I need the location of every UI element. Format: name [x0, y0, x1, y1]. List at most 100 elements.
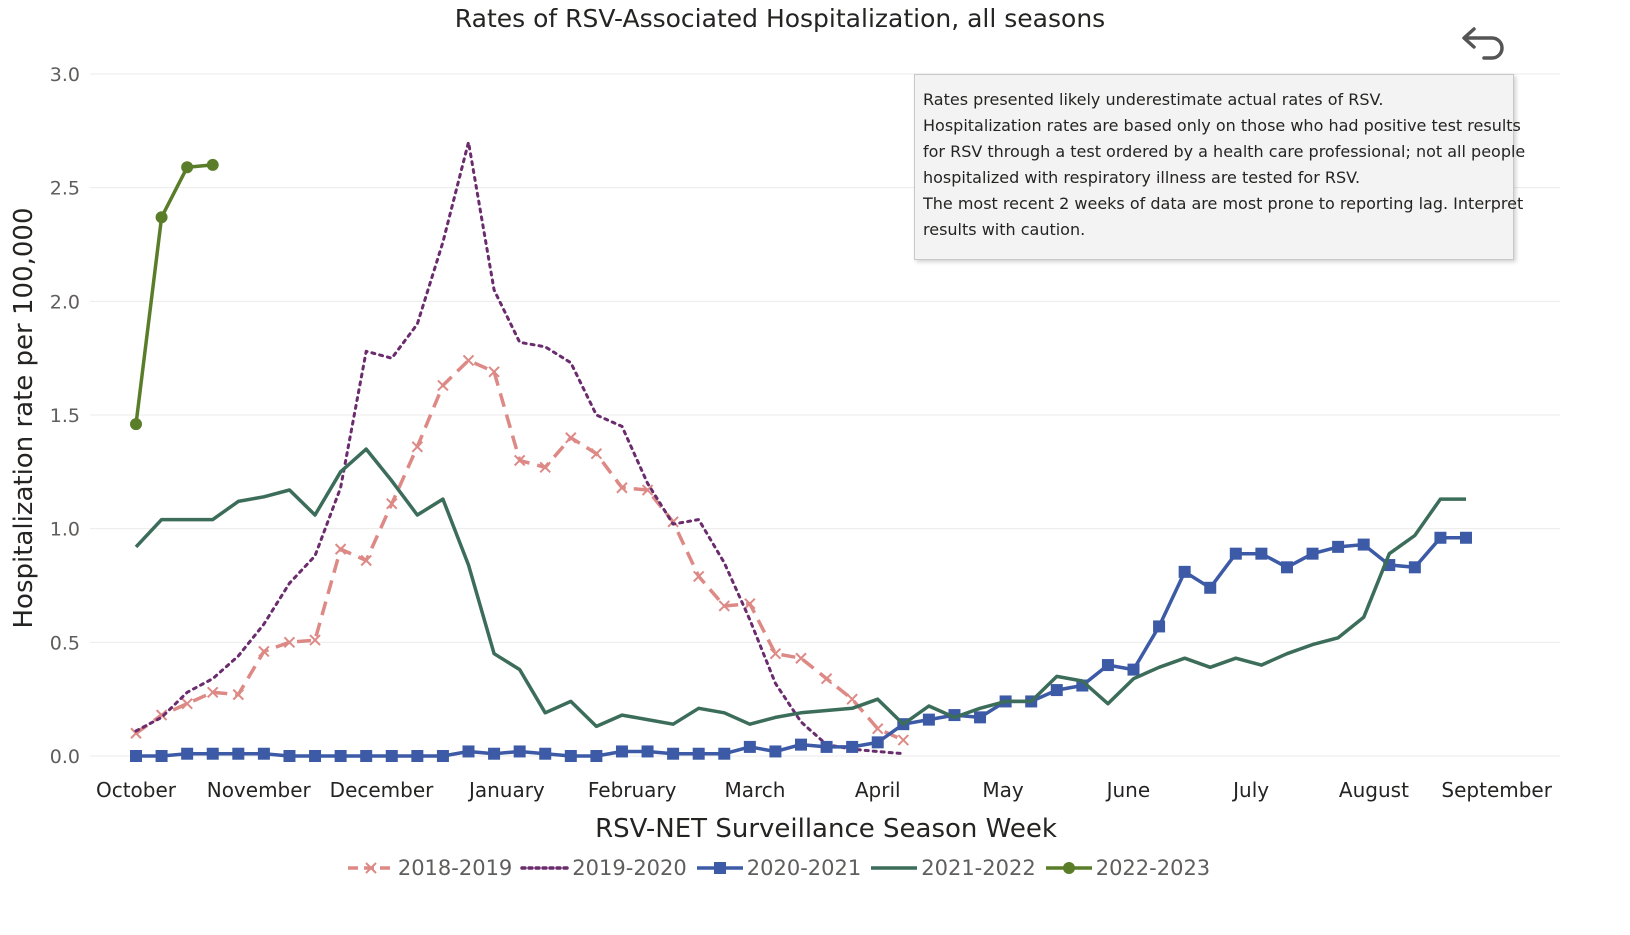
series-2020-2021-point	[181, 747, 194, 760]
series-2020-2021-point	[539, 747, 552, 760]
note-line: The most recent 2 weeks of data are most…	[923, 194, 1524, 213]
series-2018-2019-point	[207, 686, 219, 699]
series-2020-2021-point	[974, 711, 987, 724]
x-tick-label: March	[724, 778, 785, 802]
x-tick-label: May	[982, 778, 1024, 802]
series-2020-2021-point	[922, 713, 935, 726]
series-2018-2019-point	[181, 698, 193, 710]
series-2022-2023-point	[181, 161, 194, 174]
series-2020-2021-point	[1229, 547, 1242, 560]
series-2020-2021-point	[206, 747, 219, 760]
x-tick-label: July	[1231, 778, 1269, 802]
undo-button[interactable]	[1452, 20, 1508, 76]
y-tick-label: 1.0	[50, 519, 80, 541]
x-tick-label: December	[330, 778, 434, 802]
x-tick-label: January	[467, 778, 545, 802]
series-2020-2021-point	[1101, 659, 1114, 672]
legend-label: 2019-2020	[572, 856, 687, 880]
series-2020-2021-point	[462, 745, 475, 758]
series-2022-2023-point	[206, 158, 219, 171]
series-2020-2021-point	[436, 750, 449, 762]
series-2018-2019-line	[134, 358, 905, 742]
series-2021-2022-line	[134, 447, 1466, 729]
series-2020-2021-point	[411, 750, 424, 762]
series-2018-2019-point	[616, 482, 628, 494]
series-2020-2021-point	[309, 750, 322, 762]
y-tick-label: 2.5	[50, 178, 80, 200]
legend: 2018-2019 2019-2020 2020-2021 2021-2022 2022…	[0, 850, 1560, 886]
series-2018-2019-point	[565, 432, 577, 444]
series-2018-2019-point	[897, 734, 910, 746]
legend-swatch	[520, 866, 571, 870]
legend-label: 2022-2023	[1095, 856, 1211, 880]
y-tick-label: 0.0	[50, 746, 80, 768]
y-axis-title: Hospitalization rate per 100,000	[9, 207, 39, 628]
series-2020-2021-point	[360, 750, 373, 762]
y-tick-label: 3.0	[50, 64, 80, 86]
series-2020-2021-point	[692, 747, 705, 760]
series-2020-2021-point	[871, 736, 884, 749]
series-2018-2019-point	[360, 554, 372, 567]
series-2020-2021-point	[564, 750, 577, 762]
legend-swatch	[1045, 862, 1092, 874]
series-2020-2021-point	[283, 750, 296, 762]
legend-item[interactable]: 2022-2023	[1042, 856, 1210, 880]
series-2018-2019-point	[590, 447, 603, 460]
series-2018-2019-point	[820, 672, 833, 685]
legend-item[interactable]: 2020-2021	[693, 856, 861, 880]
gridlines	[90, 73, 1560, 757]
series-2020-2021-point	[513, 745, 526, 758]
series-2020-2021-point	[232, 747, 245, 760]
series-2018-2019-point	[744, 597, 756, 610]
x-tick-label: September	[1441, 778, 1552, 802]
series-2020-2021	[130, 531, 1472, 762]
series-lines	[130, 140, 1472, 762]
legend-point	[1062, 862, 1075, 874]
series-2020-2021-point	[334, 750, 347, 762]
series-2020-2021-point	[1050, 684, 1063, 697]
legend-item[interactable]: 2019-2020	[518, 856, 687, 880]
series-2020-2021-point	[1153, 620, 1166, 633]
x-axis-ticks: October November December January February Ma…	[96, 778, 1553, 802]
x-tick-label: October	[96, 778, 177, 802]
series-2018-2019-point	[386, 497, 398, 510]
note-line: Rates presented likely underestimate act…	[923, 90, 1384, 109]
series-2018-2019-point	[283, 636, 296, 649]
series-2020-2021-point	[1332, 540, 1345, 553]
legend-item[interactable]: 2021-2022	[867, 856, 1036, 880]
legend-label: 2018-2019	[397, 856, 513, 880]
series-2022-2023-point	[155, 211, 168, 224]
series-2020-2021-point	[667, 747, 680, 760]
series-2018-2019-point	[769, 647, 782, 660]
series-2021-2022	[134, 447, 1466, 729]
series-2019-2020	[134, 140, 905, 756]
info-note: Rates presented likely underestimate act…	[914, 74, 1525, 260]
legend-swatch	[871, 866, 918, 870]
y-axis-ticks: 0.0 0.5 1.0 1.5 2.0 2.5 3.0	[50, 64, 80, 768]
y-tick-label: 0.5	[50, 632, 80, 654]
series-2022-2023-line	[134, 163, 213, 425]
legend-item[interactable]: 2018-2019	[344, 856, 512, 880]
series-2020-2021-point	[769, 745, 782, 758]
note-line: results with caution.	[923, 220, 1086, 239]
series-2020-2021-point	[130, 750, 142, 762]
series-2020-2021-point	[846, 740, 859, 753]
x-tick-label: November	[207, 778, 312, 802]
undo-arrow-icon	[1462, 27, 1504, 60]
legend-label: 2020-2021	[746, 856, 862, 880]
series-2020-2021-point	[743, 740, 756, 753]
y-tick-label: 2.0	[50, 291, 80, 313]
series-2018-2019-point	[411, 441, 424, 453]
series-2022-2023	[130, 158, 219, 431]
series-2018-2019-point	[692, 570, 705, 583]
note-line: Hospitalization rates are based only on …	[923, 116, 1521, 135]
series-2019-2020-line	[134, 140, 905, 756]
legend-swatch	[347, 862, 394, 874]
series-2020-2021-point	[1306, 547, 1319, 560]
series-2020-2021-point	[641, 745, 654, 758]
legend-swatch	[696, 862, 743, 874]
series-2018-2019-point	[641, 484, 654, 496]
series-2020-2021-point	[1357, 538, 1370, 551]
series-2018-2019-point	[232, 688, 245, 701]
